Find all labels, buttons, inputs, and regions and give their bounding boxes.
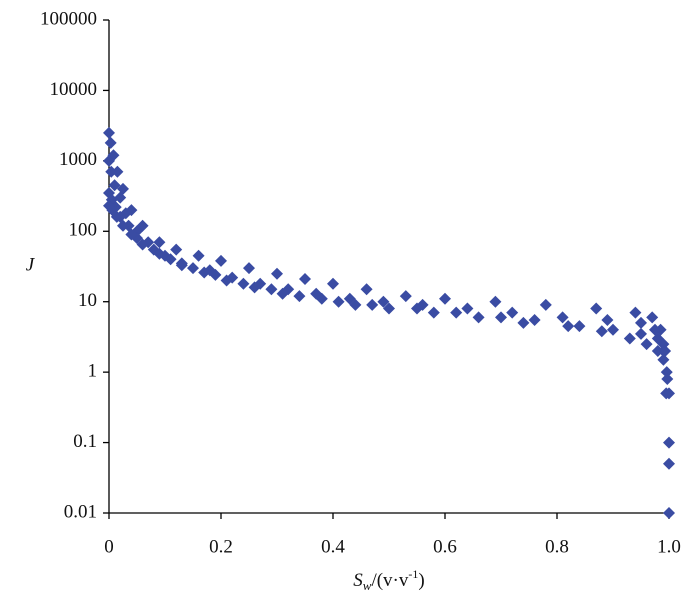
point bbox=[635, 327, 647, 340]
point bbox=[629, 306, 642, 319]
point bbox=[506, 306, 519, 319]
point bbox=[640, 338, 653, 351]
x-label-part: /(v·v bbox=[371, 570, 408, 591]
point bbox=[635, 316, 647, 329]
point bbox=[623, 332, 636, 345]
y-axis-label: J bbox=[26, 254, 36, 275]
point bbox=[332, 295, 345, 308]
point bbox=[573, 320, 586, 333]
point bbox=[663, 436, 675, 449]
point bbox=[248, 281, 261, 294]
point bbox=[192, 249, 205, 262]
point bbox=[590, 302, 603, 315]
point bbox=[110, 210, 123, 223]
point bbox=[439, 292, 451, 305]
point bbox=[556, 311, 569, 324]
point bbox=[661, 372, 674, 385]
point bbox=[198, 266, 211, 279]
point bbox=[164, 253, 177, 266]
point bbox=[265, 283, 278, 296]
x-label-part: ) bbox=[418, 570, 424, 591]
point bbox=[153, 247, 166, 260]
point bbox=[237, 277, 250, 290]
point bbox=[663, 457, 675, 470]
point bbox=[450, 306, 463, 319]
point bbox=[651, 332, 664, 345]
point bbox=[271, 267, 283, 280]
point bbox=[170, 243, 183, 256]
y-tick-label: 0.01 bbox=[64, 501, 97, 522]
y-tick-label: 10000 bbox=[50, 79, 98, 100]
point bbox=[243, 262, 255, 275]
point bbox=[461, 302, 474, 315]
point bbox=[601, 314, 614, 327]
point bbox=[125, 204, 138, 217]
point bbox=[114, 191, 127, 204]
y-tick-label: 10 bbox=[78, 290, 97, 311]
point bbox=[153, 236, 166, 249]
point bbox=[539, 298, 552, 311]
point bbox=[517, 316, 530, 329]
point bbox=[660, 366, 673, 379]
y-tick-label: 0.1 bbox=[73, 431, 97, 452]
point bbox=[377, 295, 390, 308]
x-tick-label: 1.0 bbox=[657, 536, 681, 557]
point bbox=[657, 353, 670, 366]
point bbox=[663, 507, 675, 519]
point bbox=[360, 283, 373, 296]
x-label-sub: w bbox=[363, 578, 372, 593]
point bbox=[595, 325, 608, 338]
point bbox=[366, 298, 379, 311]
point bbox=[399, 290, 412, 303]
point bbox=[215, 254, 227, 267]
x-tick-label: 0 bbox=[104, 536, 114, 557]
x-tick-label: 0.4 bbox=[321, 536, 345, 557]
point bbox=[646, 311, 659, 324]
point bbox=[562, 320, 575, 333]
y-tick-label: 100 bbox=[69, 220, 98, 241]
point bbox=[327, 277, 339, 290]
point bbox=[427, 306, 440, 319]
point bbox=[103, 126, 115, 139]
point bbox=[175, 259, 188, 272]
y-tick-label: 1000 bbox=[59, 149, 97, 170]
x-tick-label: 0.6 bbox=[433, 536, 457, 557]
x-label-part: S bbox=[353, 570, 363, 591]
point bbox=[220, 274, 233, 287]
point bbox=[660, 387, 673, 400]
point bbox=[315, 292, 328, 305]
point bbox=[103, 154, 115, 167]
point bbox=[293, 290, 306, 303]
point bbox=[104, 136, 117, 149]
point bbox=[276, 287, 289, 300]
point bbox=[528, 314, 541, 327]
point bbox=[383, 302, 395, 315]
point bbox=[472, 311, 485, 324]
point bbox=[136, 238, 149, 251]
point bbox=[349, 298, 362, 311]
x-axis-label: Sw/(v·v-1) bbox=[353, 567, 424, 593]
x-tick-label: 0.2 bbox=[209, 536, 233, 557]
point bbox=[125, 228, 138, 241]
point bbox=[607, 323, 619, 336]
point bbox=[209, 268, 222, 281]
x-label-sup: -1 bbox=[408, 567, 418, 581]
point bbox=[411, 302, 423, 315]
point bbox=[495, 311, 507, 324]
y-tick-label: 1 bbox=[88, 361, 98, 382]
point bbox=[187, 262, 199, 275]
point bbox=[299, 273, 311, 286]
x-tick-label: 0.8 bbox=[545, 536, 569, 557]
point bbox=[105, 165, 118, 178]
point bbox=[489, 295, 502, 308]
point bbox=[111, 165, 124, 178]
y-tick-label: 100000 bbox=[40, 8, 97, 29]
point bbox=[117, 219, 129, 232]
point bbox=[651, 344, 664, 357]
point bbox=[108, 179, 121, 192]
